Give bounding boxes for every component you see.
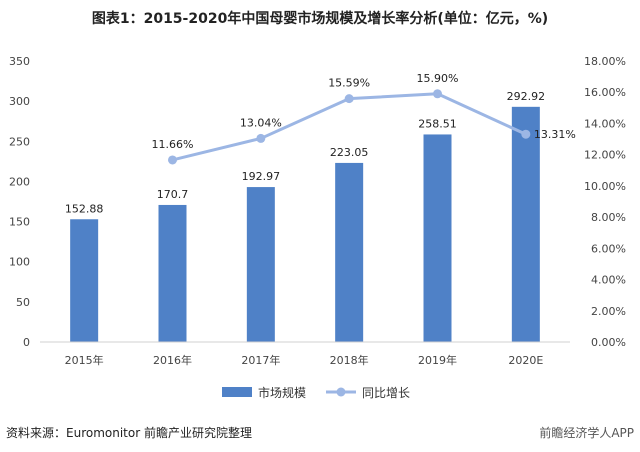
right-axis-tick-label: 16.00% (584, 86, 626, 99)
growth-point-label: 11.66% (152, 138, 194, 151)
bar-value-label: 170.7 (157, 188, 189, 201)
bar-value-label: 192.97 (242, 170, 281, 183)
right-axis-tick-label: 10.00% (584, 180, 626, 193)
right-axis-tick-label: 18.00% (584, 55, 626, 68)
left-axis-tick-label: 350 (9, 55, 30, 68)
x-axis-tick-label: 2018年 (330, 353, 369, 367)
bar-value-label: 292.92 (507, 90, 546, 103)
right-axis-tick-label: 0.00% (591, 336, 626, 349)
right-axis-tick-label: 14.00% (584, 117, 626, 130)
left-axis-tick-label: 150 (9, 216, 30, 229)
legend: 市场规模 同比增长 (222, 385, 410, 400)
right-axis-tick-label: 6.00% (591, 242, 626, 255)
right-axis-tick-label: 2.00% (591, 305, 626, 318)
growth-point (256, 133, 266, 143)
x-axis-tick-label: 2015年 (65, 353, 104, 367)
growth-point (168, 155, 177, 165)
brand-watermark: 前瞻经济学人APP (539, 426, 634, 440)
growth-point (433, 89, 442, 99)
bar-value-label: 258.51 (418, 117, 457, 130)
growth-point-label: 15.59% (328, 77, 370, 90)
x-axis-tick-label: 2020E (508, 354, 543, 367)
growth-point-label: 13.31% (534, 128, 576, 141)
left-axis: 0 50 100 150 200 250 300 350 (9, 55, 30, 349)
left-axis-tick-label: 50 (16, 296, 30, 309)
legend-bar-swatch (222, 387, 252, 397)
source-note: 资料来源：Euromonitor 前瞻产业研究院整理 (6, 426, 252, 440)
bar-value-label: 152.88 (65, 202, 104, 215)
left-axis-tick-label: 300 (9, 95, 30, 108)
x-axis: 2015年 2016年 2017年 2018年 2019年 2020E (40, 341, 570, 367)
bar (246, 187, 275, 342)
left-axis-tick-label: 200 (9, 175, 30, 188)
growth-point (521, 129, 531, 139)
growth-point-label: 15.90% (417, 72, 459, 85)
right-axis-tick-label: 4.00% (591, 274, 626, 287)
x-axis-tick-label: 2017年 (241, 353, 280, 367)
growth-point (344, 94, 354, 104)
legend-bar-label: 市场规模 (258, 385, 306, 400)
bar (423, 134, 452, 342)
right-axis: 0.00% 2.00% 4.00% 6.00% 8.00% 10.00% 12.00% 14.… (584, 55, 626, 349)
left-axis-tick-label: 100 (9, 256, 30, 269)
left-axis-tick-label: 250 (9, 135, 30, 148)
bar (335, 162, 364, 342)
x-axis-tick-label: 2019年 (418, 353, 457, 367)
right-axis-tick-label: 12.00% (584, 149, 626, 162)
legend-line-label: 同比增长 (362, 386, 410, 400)
bar (158, 204, 187, 342)
line-series: 11.66% 13.04% 15.59% 15.90% 13.31% (152, 72, 576, 165)
bar (70, 219, 99, 342)
x-axis-tick-label: 2016年 (153, 353, 192, 367)
left-axis-tick-label: 0 (23, 336, 30, 349)
growth-point-label: 13.04% (240, 116, 282, 129)
bar-value-label: 223.05 (330, 146, 369, 159)
chart-title: 图表1：2015-2020年中国母婴市场规模及增长率分析(单位：亿元，%) (91, 11, 549, 27)
legend-line-marker (336, 387, 346, 397)
bar (511, 106, 540, 342)
bar-series: 152.88 170.7 192.97 223.05 258.51 292.92 (65, 90, 545, 342)
chart: 0 50 100 150 200 250 300 350 0.00% 2.00% 4.00% 6.0… (9, 55, 626, 400)
right-axis-tick-label: 8.00% (591, 211, 626, 224)
